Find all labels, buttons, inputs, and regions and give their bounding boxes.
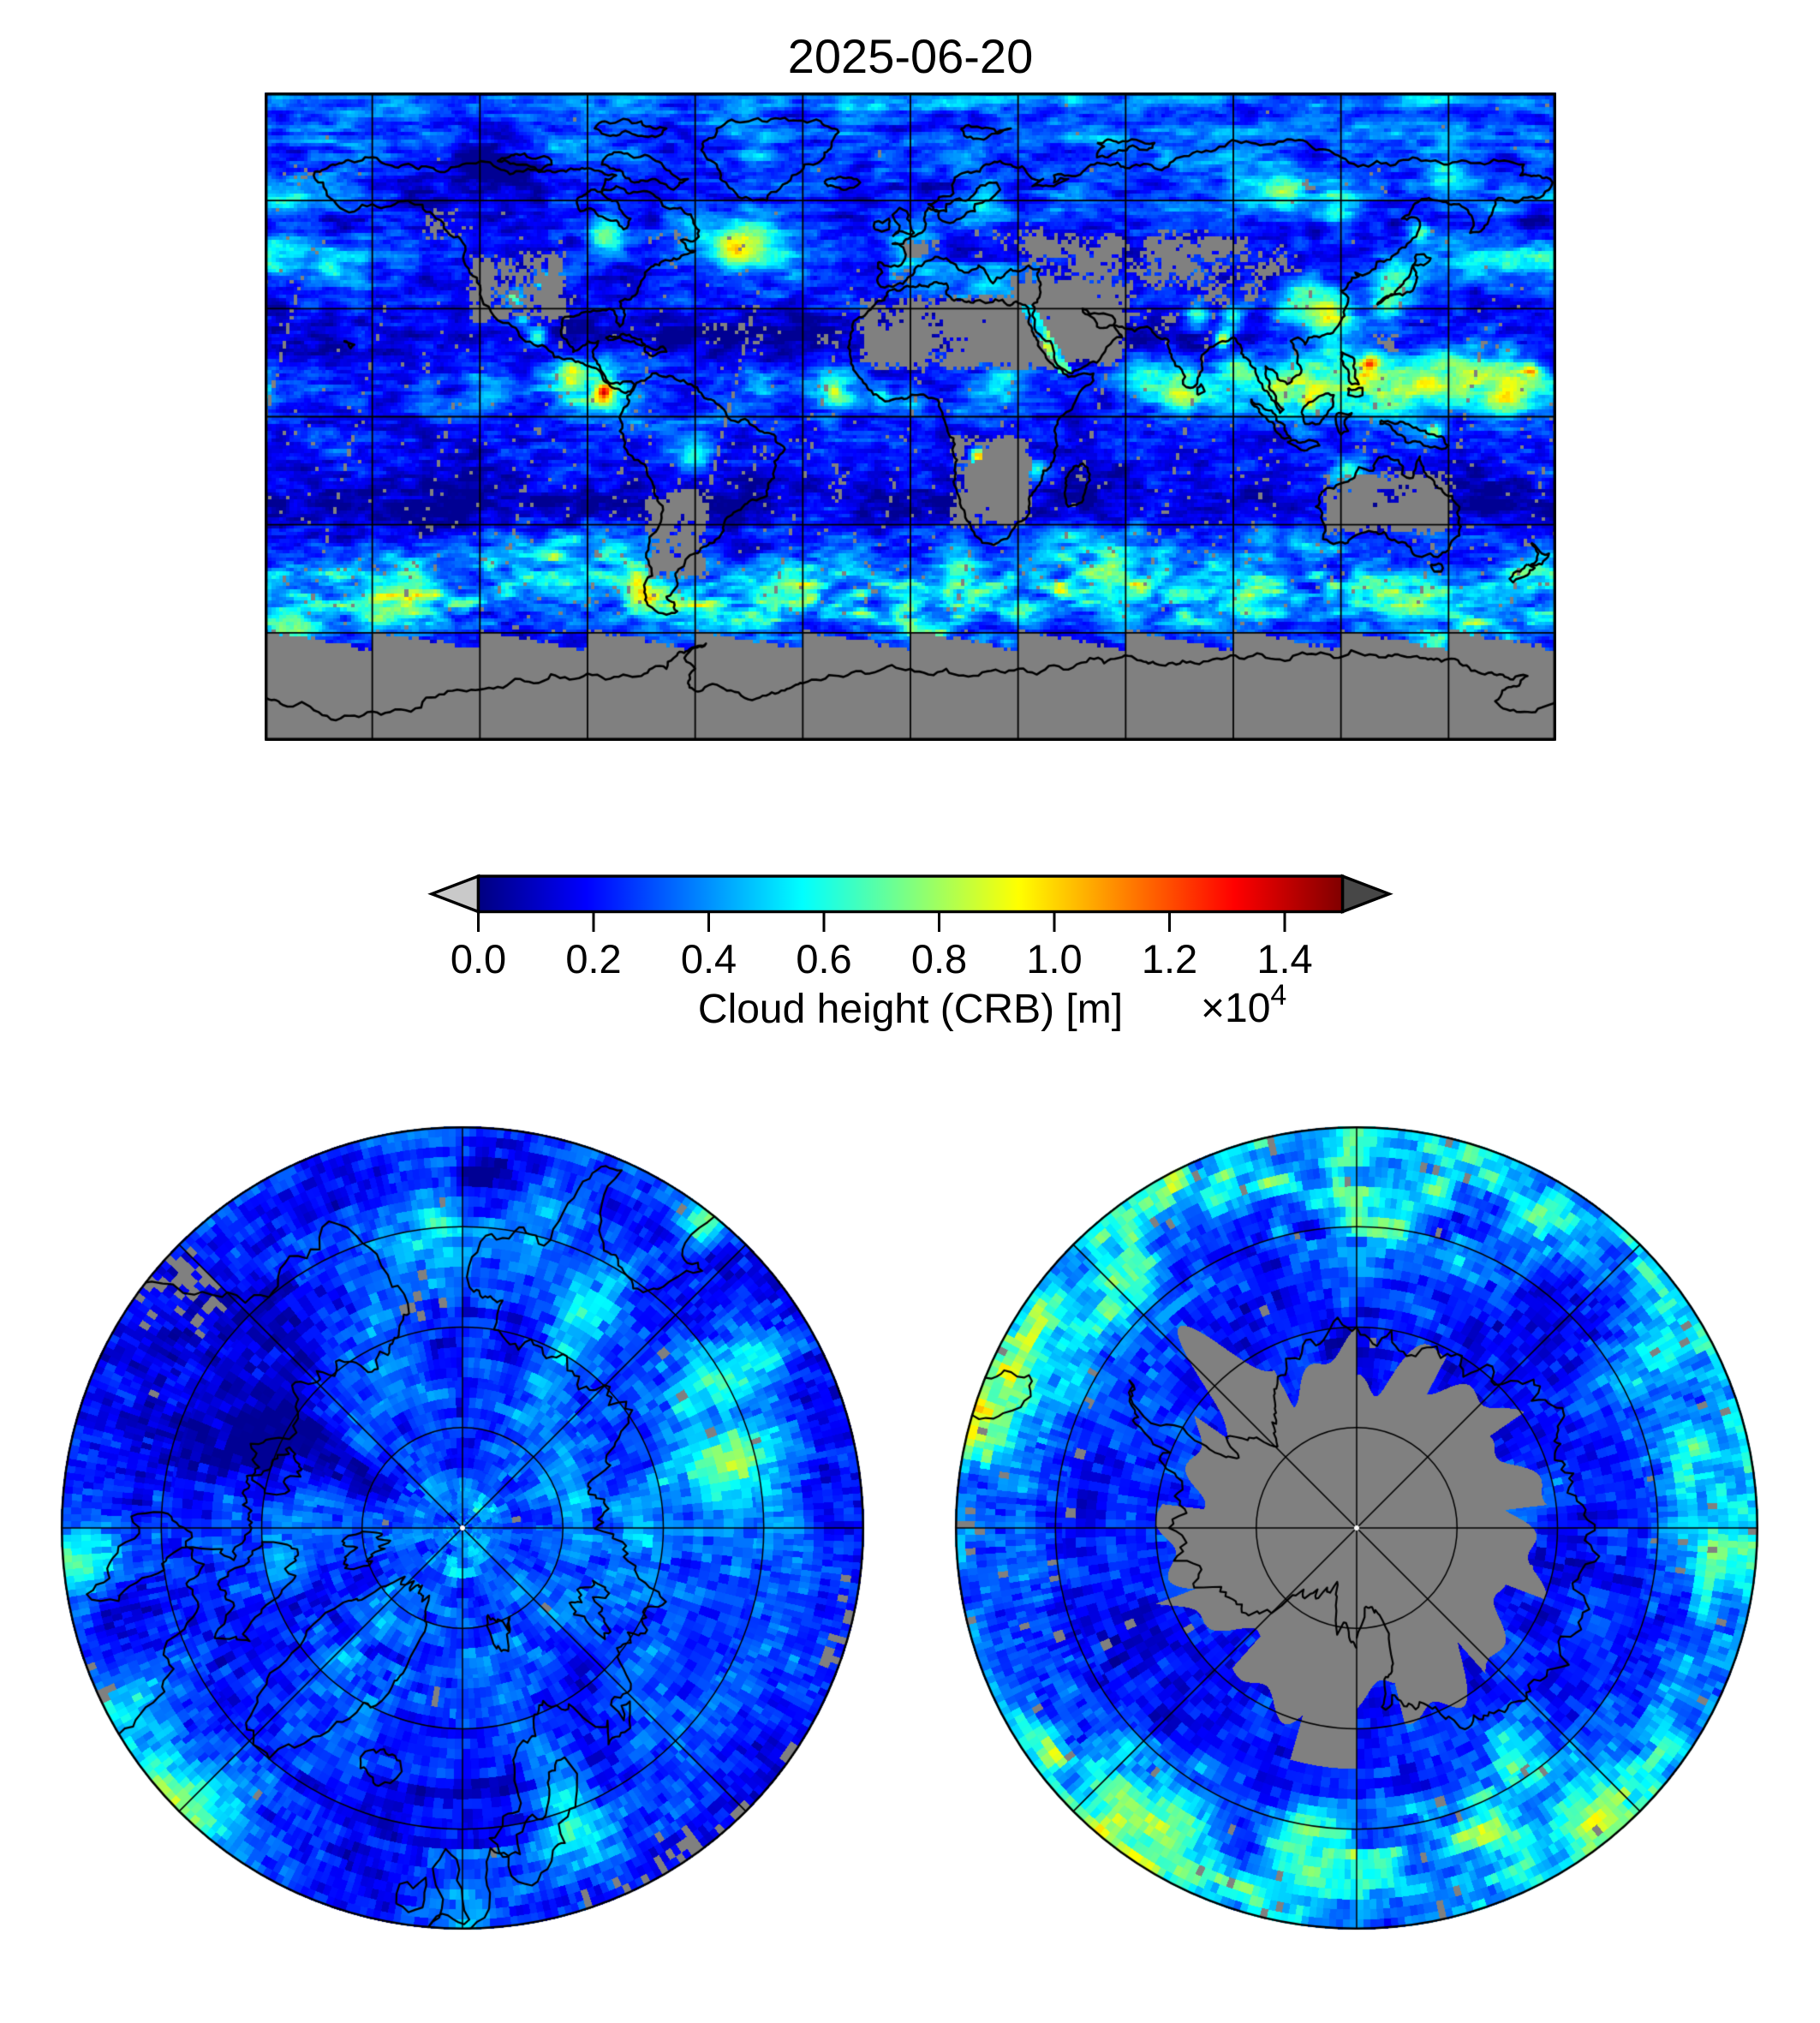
svg-text:0.4: 0.4 [681,936,737,982]
svg-text:0.2: 0.2 [565,936,621,982]
svg-text:1.4: 1.4 [1256,936,1312,982]
svg-text:0.8: 0.8 [911,936,967,982]
svg-text:Cloud height (CRB) [m]: Cloud height (CRB) [m] [698,987,1123,1032]
svg-text:0.6: 0.6 [796,936,851,982]
svg-text:×104: ×104 [1201,979,1286,1031]
svg-text:1.0: 1.0 [1026,936,1082,982]
svg-text:0.0: 0.0 [451,936,506,982]
svg-text:1.2: 1.2 [1142,936,1197,982]
svg-text:2025-06-20: 2025-06-20 [788,29,1033,83]
